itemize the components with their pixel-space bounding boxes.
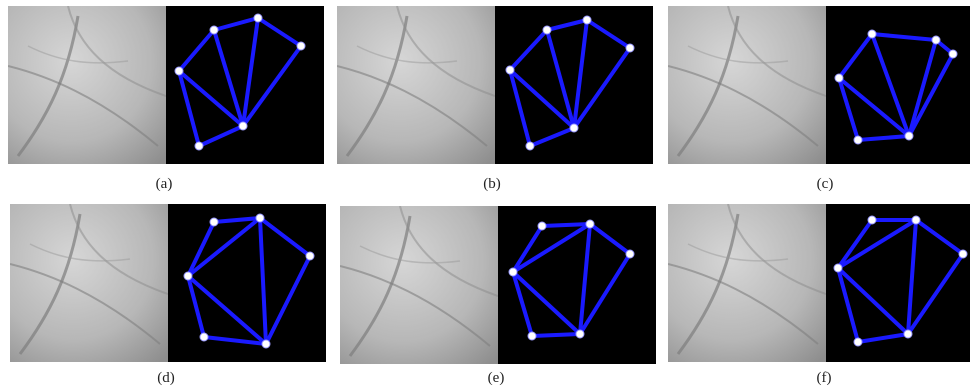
caption-f: (f) [794,370,854,387]
caption-a: (a) [134,176,194,193]
caption-e: (e) [466,370,526,387]
graph-image [498,206,656,364]
graph-image [826,204,970,362]
caption-d: (d) [136,370,196,387]
palm-image [668,6,826,164]
panel-f [668,204,970,362]
panel-b [337,6,653,164]
palm-image [8,6,166,164]
caption-b: (b) [462,176,522,193]
graph-image [166,6,324,164]
palm-image [340,206,498,364]
palm-image [337,6,495,164]
palm-image [668,204,826,362]
panel-e [340,206,656,364]
graph-image [168,204,326,362]
panel-c [668,6,970,164]
graph-image [826,6,970,164]
palm-image [10,204,168,362]
caption-c: (c) [795,176,855,193]
panel-d [10,204,326,362]
panel-a [8,6,324,164]
graph-image [495,6,653,164]
